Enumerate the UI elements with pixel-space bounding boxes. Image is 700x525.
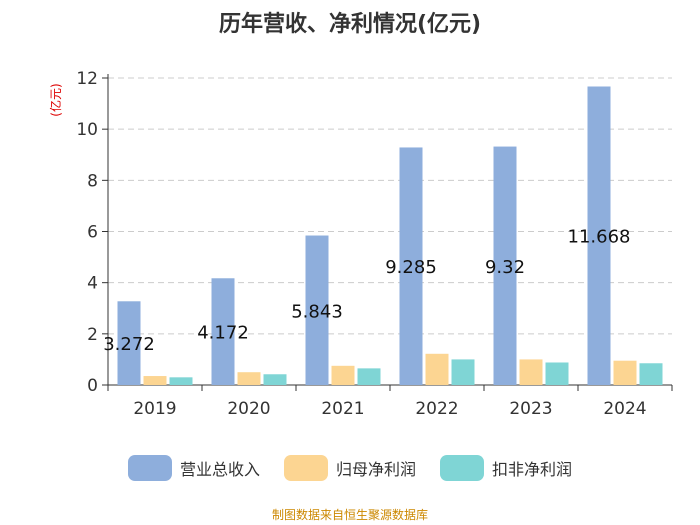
legend-label: 归母净利润	[335, 460, 416, 479]
bar-归母净利润	[425, 353, 449, 385]
y-tick-label: 2	[87, 325, 98, 345]
bar-营业总收入	[117, 301, 141, 385]
bar-归母净利润	[237, 372, 261, 385]
data-label: 5.843	[291, 301, 343, 322]
y-tick-label: 8	[87, 171, 98, 191]
legend-label: 扣非净利润	[492, 460, 573, 479]
x-tick-label: 2023	[509, 399, 552, 419]
x-tick-label: 2019	[133, 399, 176, 419]
y-tick-label: 4	[87, 274, 98, 294]
bar-营业总收入	[399, 147, 423, 385]
x-tick-label: 2024	[603, 399, 646, 419]
bar-扣非净利润	[451, 359, 475, 385]
legend-item[interactable]: 归母净利润	[283, 455, 416, 481]
bar-营业总收入	[211, 278, 235, 385]
data-label: 9.32	[485, 257, 525, 278]
y-tick-label: 0	[87, 376, 98, 396]
y-tick-label: 6	[87, 223, 98, 243]
bar-归母净利润	[331, 365, 355, 385]
x-tick-label: 2022	[415, 399, 458, 419]
chart-title: 历年营收、净利情况(亿元)	[218, 12, 482, 37]
bar-归母净利润	[519, 359, 543, 385]
data-label: 11.668	[568, 227, 631, 248]
bar-营业总收入	[305, 235, 329, 385]
bar-扣非净利润	[639, 363, 663, 385]
y-tick-label: 10	[76, 120, 98, 140]
bar-营业总收入	[493, 146, 517, 385]
legend-item[interactable]: 扣非净利润	[440, 455, 572, 481]
legend-swatch	[440, 455, 484, 481]
data-label: 9.285	[385, 257, 437, 278]
bar-归母净利润	[613, 360, 637, 385]
bar-扣非净利润	[263, 374, 287, 385]
bar-营业总收入	[587, 86, 611, 386]
bar-扣非净利润	[545, 362, 569, 385]
bar-扣非净利润	[357, 368, 381, 385]
y-axis-label: (亿元)	[48, 83, 63, 116]
x-tick-label: 2021	[321, 399, 364, 419]
legend-swatch	[283, 455, 328, 481]
y-tick-label: 12	[76, 69, 98, 89]
legend-swatch	[127, 455, 172, 481]
legend-label: 营业总收入	[179, 460, 260, 479]
x-tick-label: 2020	[227, 399, 270, 419]
source-footer: 制图数据来自恒生聚源数据库	[271, 508, 428, 522]
data-label: 4.172	[197, 323, 249, 344]
bar-归母净利润	[143, 376, 167, 385]
legend: 营业总收入 归母净利润 扣非净利润	[0, 455, 700, 481]
legend-item[interactable]: 营业总收入	[127, 455, 260, 481]
bar-扣非净利润	[169, 377, 193, 385]
data-label: 3.272	[103, 334, 155, 355]
